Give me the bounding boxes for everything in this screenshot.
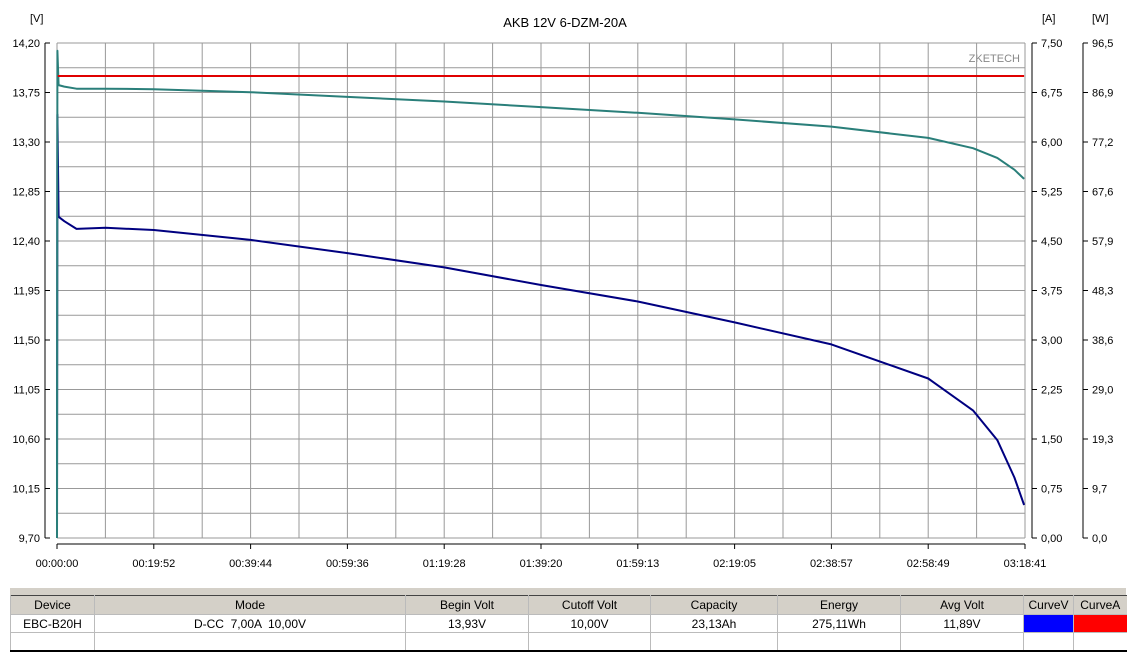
curve-a-color-swatch[interactable] (1073, 614, 1127, 633)
discharge-chart: AKB 12V 6-DZM-20A [V] [A] [W] ZKETECH 14… (12, 13, 1113, 570)
cell-device: EBC-B20H (10, 614, 95, 633)
table-row[interactable]: EBC-B20H D-CC 7,00A 10,00V 13,93V 10,00V… (10, 614, 1127, 633)
x-tick-label: 02:58:49 (907, 558, 950, 570)
power-tick-label: 48,3 (1092, 286, 1113, 298)
left-tick-label: 10,60 (12, 434, 40, 446)
x-tick-label: 02:19:05 (713, 558, 756, 570)
header-cutoff-volt: Cutoff Volt (528, 595, 651, 615)
header-mode: Mode (94, 595, 406, 615)
cell-begin-volt: 13,93V (405, 614, 529, 633)
power-axis-unit: [W] (1092, 13, 1109, 25)
header-begin-volt: Begin Volt (405, 595, 529, 615)
x-tick-label: 01:59:13 (616, 558, 659, 570)
left-tick-label: 11,05 (13, 385, 40, 397)
power-tick-label: 96,5 (1092, 38, 1113, 50)
cell-energy: 275,11Wh (777, 614, 901, 633)
current-tick-label: 3,00 (1041, 335, 1062, 347)
series-line-W (56, 49, 1025, 539)
power-tick-label: 67,6 (1092, 187, 1113, 199)
series-line-V (56, 113, 1026, 539)
x-tick-label: 01:19:28 (423, 558, 466, 570)
cell-cutoff-volt: 10,00V (528, 614, 651, 633)
current-tick-label: 0,00 (1041, 533, 1062, 545)
current-tick-label: 6,75 (1041, 88, 1062, 100)
current-tick-label: 7,50 (1041, 38, 1062, 50)
x-tick-label: 01:39:20 (520, 558, 563, 570)
table-empty-row (10, 632, 1127, 651)
x-tick-label: 02:38:57 (810, 558, 853, 570)
left-tick-label: 9,70 (19, 533, 40, 545)
current-tick-label: 6,00 (1041, 137, 1062, 149)
power-tick-label: 86,9 (1092, 88, 1113, 100)
header-capacity: Capacity (650, 595, 778, 615)
left-tick-label: 12,40 (12, 236, 40, 248)
cell-avg-volt: 11,89V (900, 614, 1024, 633)
current-tick-label: 0,75 (1041, 484, 1062, 496)
header-device: Device (10, 595, 95, 615)
results-table: Device Mode Begin Volt Cutoff Volt Capac… (10, 595, 1127, 652)
cell-capacity: 23,13Ah (650, 614, 778, 633)
table-header-row: Device Mode Begin Volt Cutoff Volt Capac… (10, 595, 1127, 615)
x-tick-label: 00:00:00 (36, 558, 79, 570)
power-tick-label: 38,6 (1092, 335, 1113, 347)
current-axis-unit: [A] (1042, 13, 1055, 25)
left-axis-unit: [V] (30, 13, 43, 25)
left-tick-label: 12,85 (12, 187, 40, 199)
header-curve-a: CurveA (1073, 595, 1127, 615)
header-avg-volt: Avg Volt (900, 595, 1024, 615)
power-tick-label: 29,0 (1092, 385, 1113, 397)
table-band (10, 588, 1126, 595)
power-tick-label: 9,7 (1092, 484, 1107, 496)
power-tick-label: 77,2 (1092, 137, 1113, 149)
current-tick-label: 4,50 (1041, 236, 1062, 248)
left-tick-label: 11,50 (13, 335, 40, 347)
current-tick-label: 1,50 (1041, 434, 1062, 446)
current-tick-label: 2,25 (1041, 385, 1062, 397)
x-tick-label: 00:59:36 (326, 558, 369, 570)
power-tick-label: 57,9 (1092, 236, 1113, 248)
chart-title: AKB 12V 6-DZM-20A (503, 15, 627, 30)
power-tick-label: 19,3 (1092, 434, 1113, 446)
x-tick-label: 00:39:44 (229, 558, 272, 570)
header-energy: Energy (777, 595, 901, 615)
left-tick-label: 14,20 (12, 38, 40, 50)
current-tick-label: 3,75 (1041, 286, 1062, 298)
power-tick-label: 0,0 (1092, 533, 1107, 545)
left-tick-label: 13,75 (12, 88, 40, 100)
left-tick-label: 13,30 (12, 137, 40, 149)
watermark: ZKETECH (969, 53, 1020, 65)
current-tick-label: 5,25 (1041, 187, 1062, 199)
left-tick-label: 11,95 (13, 286, 40, 298)
left-tick-label: 10,15 (12, 484, 40, 496)
curve-v-color-swatch[interactable] (1023, 614, 1074, 633)
x-tick-label: 00:19:52 (132, 558, 175, 570)
cell-mode: D-CC 7,00A 10,00V (94, 614, 406, 633)
header-curve-v: CurveV (1023, 595, 1074, 615)
x-tick-label: 03:18:41 (1004, 558, 1047, 570)
